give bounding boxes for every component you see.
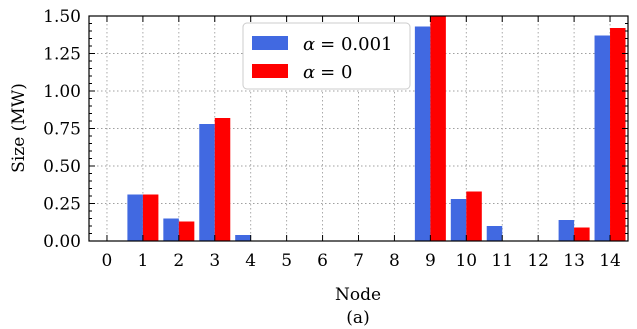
bar-series-2-node-9 (430, 16, 446, 241)
bar-series-1-node-14 (594, 35, 611, 241)
x-tick-label: 7 (353, 251, 364, 271)
x-tick-label: 10 (455, 251, 477, 271)
x-tick-label: 6 (317, 251, 328, 271)
x-axis-label: Node (335, 285, 381, 305)
bar-series-2-node-3 (214, 118, 231, 241)
bar-series-2-node-14 (610, 28, 626, 241)
y-tick-label: 1.00 (43, 82, 81, 102)
x-tick-label: 9 (425, 251, 436, 271)
bar-series-1-node-10 (450, 199, 467, 241)
bar-series-1-node-9 (414, 26, 431, 241)
bar-series-1-node-1 (127, 194, 143, 241)
bar-series-1-node-11 (486, 226, 503, 241)
legend-label-series-2: α = 0 (303, 62, 352, 83)
y-axis-label: Size (MW) (9, 83, 29, 173)
x-tick-label: 0 (102, 251, 113, 271)
x-tick-label: 5 (281, 251, 292, 271)
figure-caption: (a) (346, 308, 369, 328)
bar-series-1-node-13 (558, 220, 575, 241)
x-tick-label: 1 (137, 251, 148, 271)
legend-label-series-1: α = 0.001 (303, 34, 393, 55)
bar-series-2-node-13 (574, 227, 590, 241)
bar-series-1-node-4 (235, 235, 251, 241)
x-tick-label: 12 (527, 251, 549, 271)
x-tick-label: 4 (245, 251, 256, 271)
y-tick-label: 0.75 (43, 120, 81, 140)
y-tick-label: 1.50 (43, 7, 81, 27)
y-tick-label: 0.00 (43, 232, 81, 252)
bars (127, 16, 626, 241)
x-tick-label: 11 (491, 251, 513, 271)
legend: α = 0.001 α = 0 (242, 22, 411, 90)
legend-swatch-series-1 (252, 36, 288, 50)
bar-series-1-node-2 (163, 218, 179, 241)
x-tick-label: 2 (173, 251, 184, 271)
bar-series-2-node-10 (466, 191, 482, 241)
y-tick-label: 0.25 (43, 195, 81, 215)
x-tick-label: 13 (563, 251, 585, 271)
x-tick-label: 8 (389, 251, 400, 271)
legend-swatch-series-2 (252, 64, 288, 78)
bar-series-2-node-1 (142, 194, 159, 241)
y-tick-label: 1.25 (43, 45, 81, 65)
ticks: 0.000.250.500.751.001.251.500 1 2 3 4 5 6 7 8 9 10… (43, 7, 628, 271)
bar-series-2-node-2 (178, 221, 195, 241)
y-tick-label: 0.50 (43, 157, 81, 177)
bar-series-1-node-3 (199, 124, 215, 241)
x-tick-label: 14 (599, 251, 621, 271)
x-tick-label: 3 (209, 251, 220, 271)
